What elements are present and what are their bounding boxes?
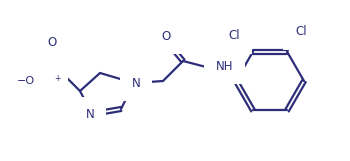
Text: NH: NH (216, 60, 233, 72)
Text: N: N (86, 109, 94, 122)
Text: N: N (48, 65, 56, 77)
Text: O: O (47, 35, 57, 48)
Text: Cl: Cl (295, 25, 307, 38)
Text: N: N (132, 76, 140, 90)
Text: O: O (161, 29, 171, 43)
Text: +: + (54, 74, 60, 82)
Text: −O: −O (17, 76, 35, 86)
Text: Cl: Cl (228, 29, 240, 42)
